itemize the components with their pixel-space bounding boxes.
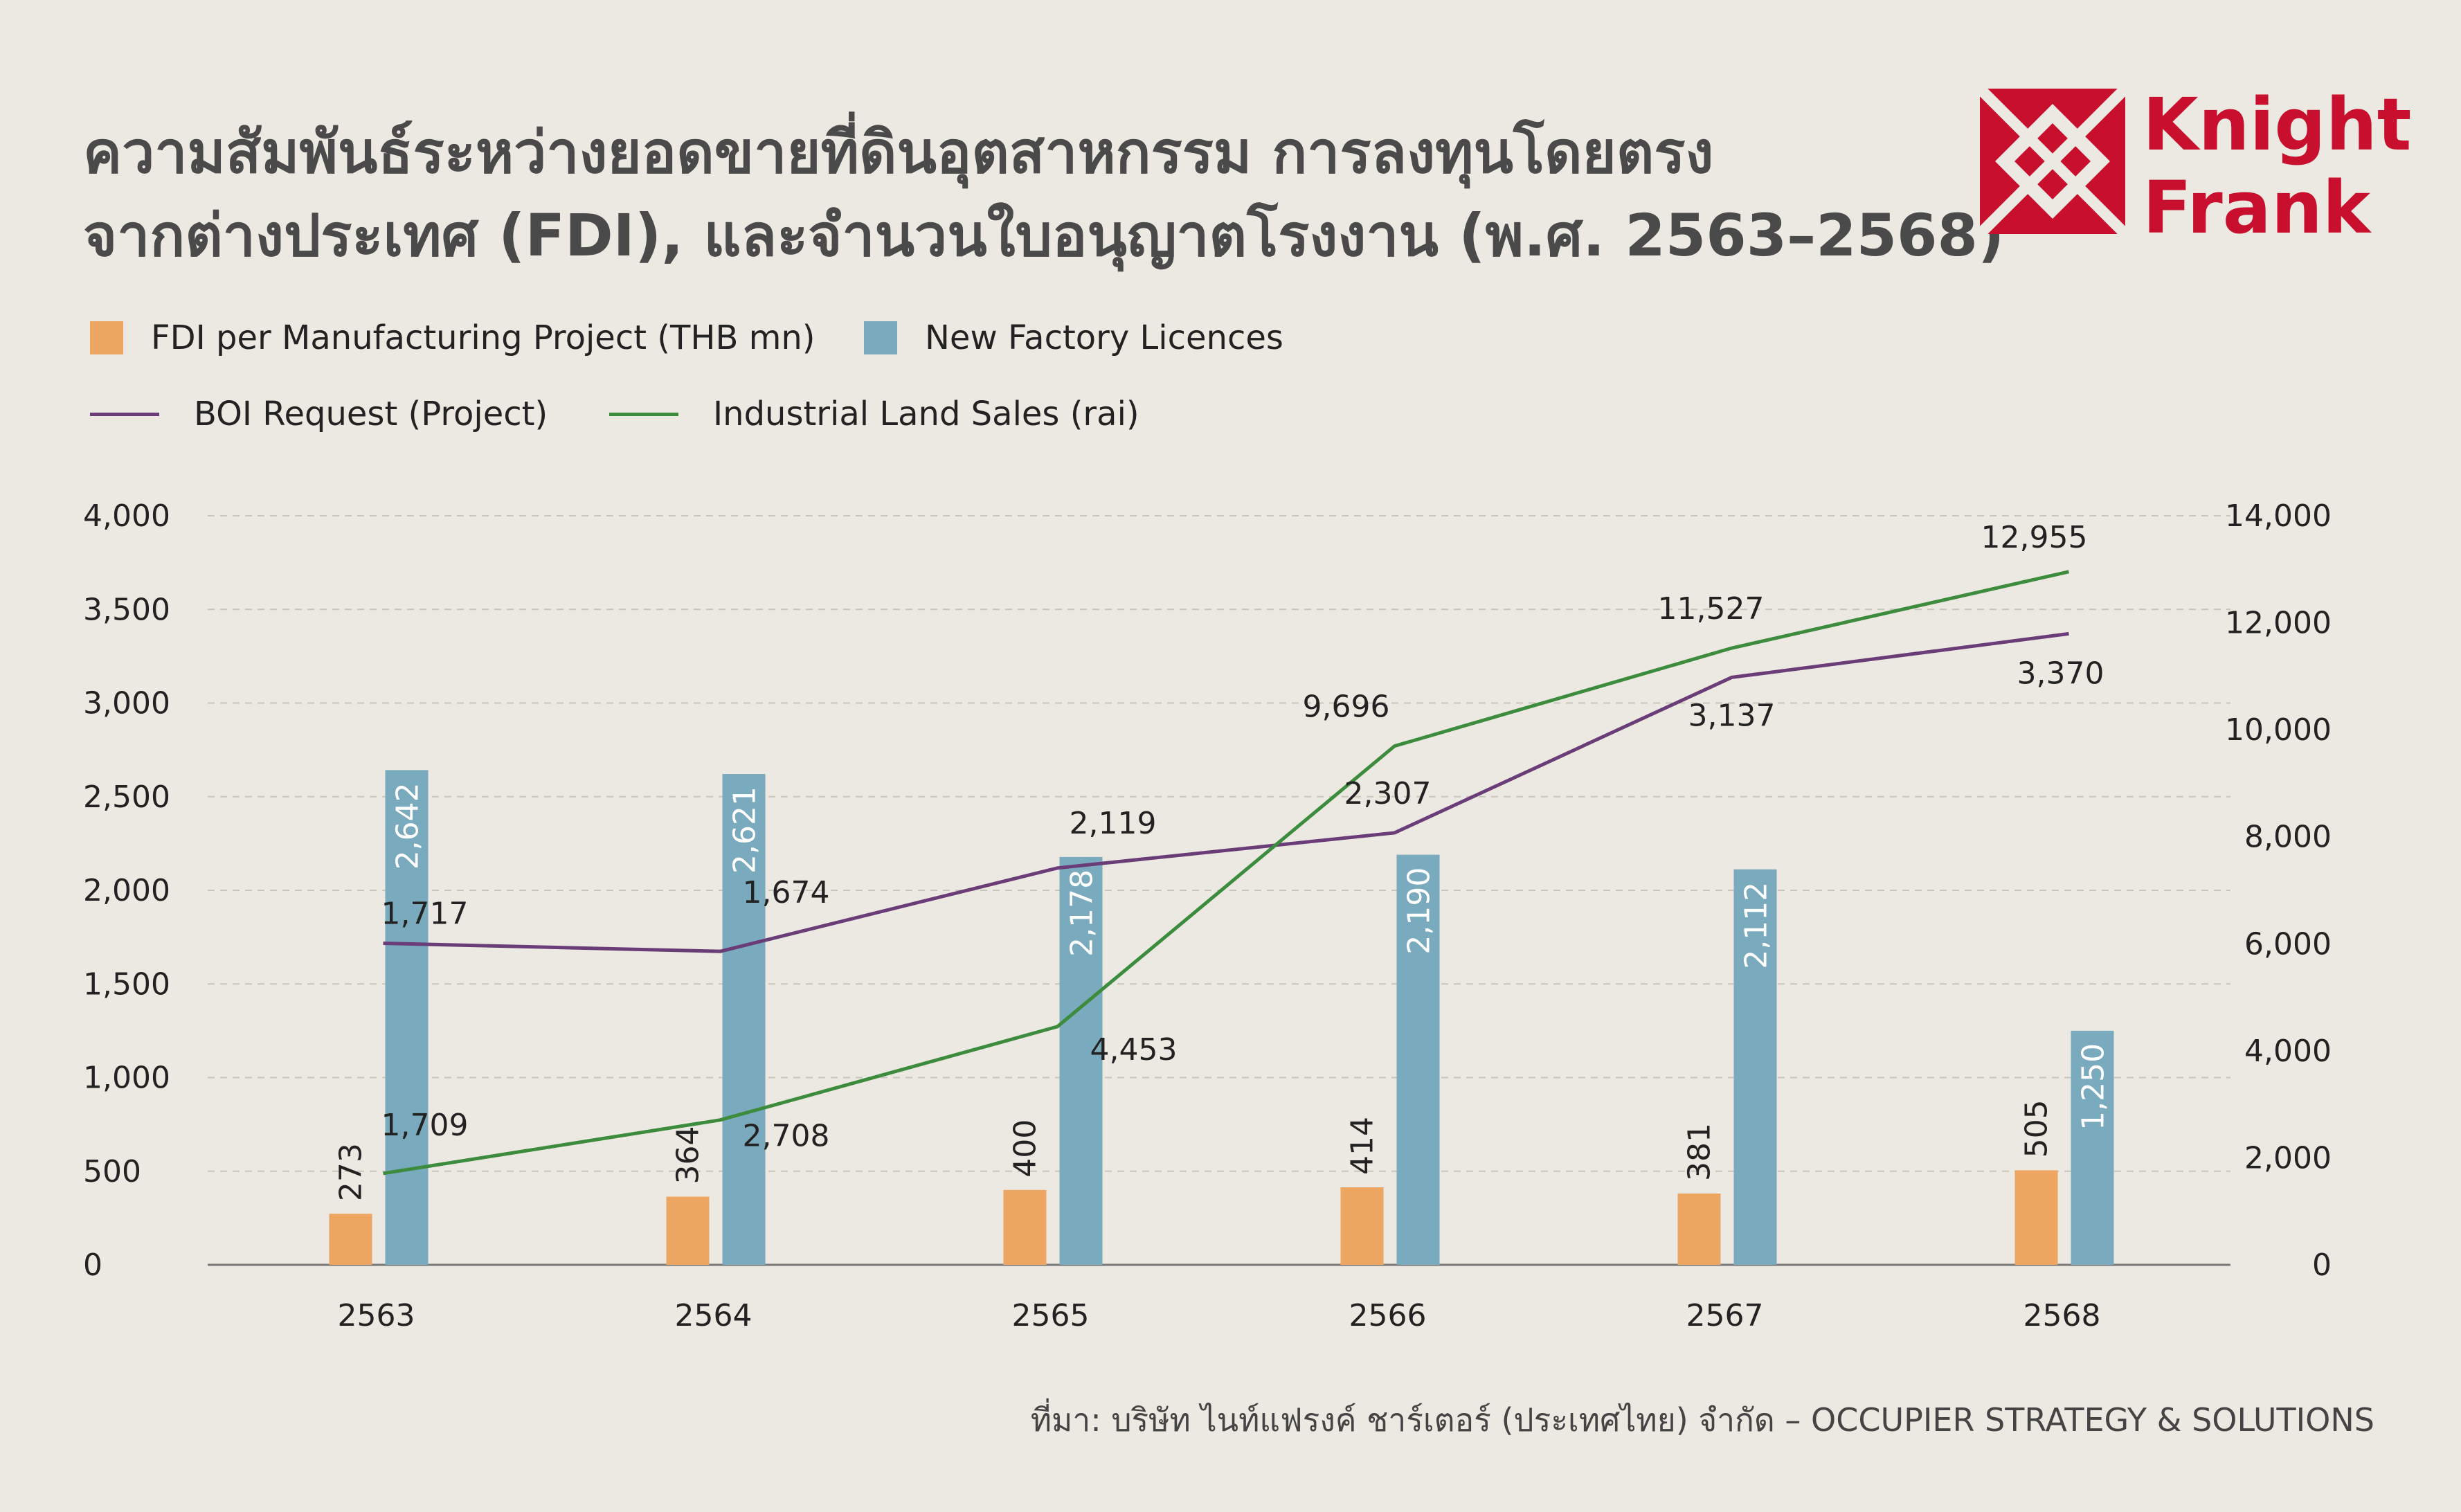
fdi-bar — [1003, 1189, 1047, 1265]
left-axis-tick-label: 1,500 — [83, 966, 170, 1002]
legend-item-fdi: FDI per Manufacturing Project (THB mn) — [90, 318, 815, 357]
left-axis-tick-label: 4,000 — [83, 498, 170, 534]
x-axis-tick-label: 2563 — [338, 1298, 415, 1333]
licences-bar — [1059, 856, 1103, 1265]
fdi-bar — [666, 1196, 710, 1265]
logo-word-frank: Frank — [2143, 165, 2371, 250]
legend-swatch-fdi — [90, 321, 123, 354]
fdi-bar — [1677, 1193, 1721, 1265]
licences-data-label: 2,190 — [1402, 867, 1437, 955]
right-axis-tick-label: 6,000 — [2244, 926, 2332, 962]
boi-data-label: 3,370 — [2017, 656, 2104, 691]
left-axis-tick-label: 0 — [83, 1248, 102, 1283]
licences-data-label: 2,642 — [390, 782, 426, 870]
chart-title-line-1: ความสัมพันธ์ระหว่างยอดขายที่ดินอุตสาหกรร… — [83, 118, 1714, 186]
legend-item-land: Industrial Land Sales (rai) — [609, 395, 1139, 433]
left-axis-tick-label: 3,000 — [83, 686, 170, 721]
legend-label-licences: New Factory Licences — [925, 318, 1283, 357]
land-sales-data-label: 11,527 — [1658, 591, 1765, 627]
logo-wordmark: Knight Frank — [2143, 83, 2411, 249]
right-axis-tick-label: 2,000 — [2244, 1140, 2332, 1176]
fdi-bar — [329, 1214, 372, 1265]
legend-label-boi: BOI Request (Project) — [194, 395, 548, 433]
licences-data-label: 2,112 — [1739, 882, 1774, 969]
x-axis-tick-label: 2566 — [1349, 1298, 1427, 1333]
chart-title: ความสัมพันธ์ระหว่างยอดขายที่ดินอุตสาหกรร… — [83, 111, 2005, 277]
licences-data-label: 1,250 — [2076, 1043, 2111, 1131]
left-axis-tick-label: 500 — [83, 1154, 141, 1189]
knight-frank-logo: Knight Frank — [1980, 83, 2411, 249]
boi-data-label: 1,717 — [381, 897, 469, 932]
licences-data-label: 2,178 — [1065, 870, 1100, 957]
logo-word-knight: Knight — [2143, 82, 2412, 167]
left-axis-tick-label: 2,500 — [83, 780, 170, 815]
licences-data-label: 2,621 — [728, 786, 763, 874]
boi-data-label: 2,119 — [1070, 806, 1157, 841]
right-axis-tick-label: 8,000 — [2244, 820, 2332, 855]
licences-bar — [1396, 854, 1440, 1265]
land-sales-line — [383, 570, 2070, 1176]
land-sales-data-label: 9,696 — [1303, 690, 1390, 725]
boi-data-label: 1,674 — [743, 875, 830, 910]
left-axis-tick-label: 2,000 — [83, 873, 170, 908]
legend-item-boi: BOI Request (Project) — [90, 395, 548, 433]
licences-bar — [1733, 869, 1777, 1265]
fdi-data-label: 414 — [1345, 1117, 1380, 1175]
fdi-data-label: 273 — [334, 1143, 369, 1201]
knight-frank-emblem-icon — [1980, 89, 2125, 234]
licences-bar — [385, 770, 429, 1265]
left-axis-tick-label: 3,500 — [83, 592, 170, 627]
right-axis-tick-label: 4,000 — [2244, 1034, 2332, 1069]
legend-label-land: Industrial Land Sales (rai) — [713, 395, 1139, 433]
land-sales-data-label: 12,955 — [1981, 520, 2088, 555]
land-sales-data-label: 2,708 — [743, 1119, 830, 1154]
right-axis-tick-label: 0 — [2312, 1248, 2332, 1283]
boi-line — [383, 631, 2069, 953]
fdi-data-label: 364 — [671, 1126, 706, 1185]
boi-data-label: 2,307 — [1344, 776, 1432, 811]
legend-swatch-land — [609, 412, 678, 416]
right-axis-tick-label: 14,000 — [2225, 498, 2332, 534]
fdi-data-label: 505 — [2019, 1099, 2055, 1158]
left-axis-tick-label: 1,000 — [83, 1061, 170, 1096]
land-sales-data-label: 4,453 — [1090, 1032, 1178, 1068]
fdi-data-label: 400 — [1008, 1119, 1043, 1178]
x-axis-tick-label: 2564 — [675, 1298, 752, 1333]
chart-title-line-2: จากต่างประเทศ (FDI), และจำนวนใบอนุญาตโรง… — [83, 201, 2005, 269]
licences-bar — [2071, 1030, 2114, 1265]
source-note: ที่มา: บริษัท ไนท์แฟรงค์ ชาร์เตอร์ (ประเ… — [1030, 1401, 2374, 1439]
x-axis-tick-label: 2565 — [1012, 1298, 1090, 1333]
x-axis-tick-label: 2568 — [2023, 1298, 2101, 1333]
legend-item-licences: New Factory Licences — [864, 318, 1283, 357]
x-axis-tick-label: 2567 — [1686, 1298, 1764, 1333]
land-sales-data-label: 1,709 — [381, 1108, 469, 1143]
boi-data-label: 3,137 — [1688, 698, 1776, 733]
fdi-data-label: 381 — [1682, 1123, 1718, 1181]
right-axis-tick-label: 12,000 — [2225, 606, 2332, 641]
fdi-bar — [2014, 1170, 2058, 1265]
legend-swatch-licences — [864, 321, 897, 354]
fdi-bar — [1340, 1187, 1384, 1265]
legend-swatch-boi — [90, 412, 159, 416]
licences-bar — [722, 774, 766, 1265]
right-axis-tick-label: 10,000 — [2225, 712, 2332, 748]
legend-label-fdi: FDI per Manufacturing Project (THB mn) — [151, 318, 815, 357]
